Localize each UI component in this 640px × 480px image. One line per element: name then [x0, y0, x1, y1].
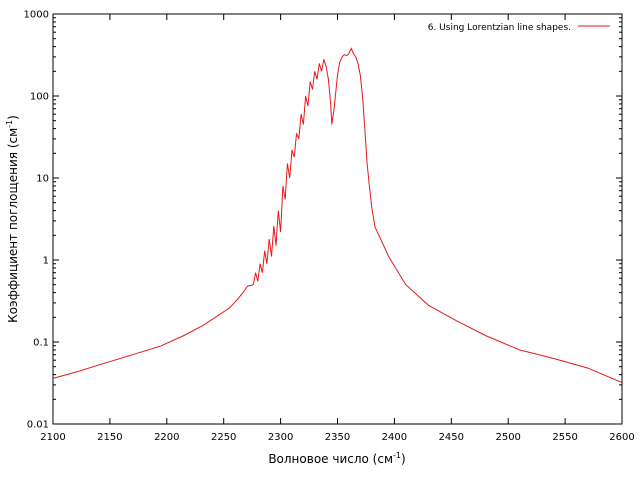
x-tick-label: 2100 — [40, 432, 65, 443]
y-axis: 0.01 0.1 1 10 100 1000 — [24, 10, 622, 431]
y-tick-label: 0.1 — [33, 338, 49, 349]
series-line — [52, 47, 623, 384]
x-tick-label: 2500 — [495, 432, 520, 443]
x-tick-label: 2350 — [325, 432, 350, 443]
x-axis-label: Волновое число (см-1) — [268, 451, 405, 466]
x-tick-label: 2150 — [97, 432, 122, 443]
x-tick-label: 2300 — [268, 432, 293, 443]
y-axis-label: Коэффициент поглощения (см-1) — [5, 115, 20, 323]
y-tick-label: 1000 — [24, 10, 49, 21]
legend-label: 6. Using Lorentzian line shapes. — [428, 23, 571, 33]
x-tick-label: 2450 — [439, 432, 464, 443]
x-tick-label: 2600 — [609, 432, 634, 443]
y-axis-label-sup: -1 — [5, 120, 14, 128]
y-tick-label: 100 — [30, 92, 49, 103]
x-axis: 2100 2150 2200 2250 2300 2350 2400 2450 2500 2550… — [40, 14, 635, 443]
x-axis-label-sup: -1 — [393, 451, 401, 460]
x-tick-label: 2550 — [552, 432, 577, 443]
y-tick-label: 1 — [43, 256, 49, 267]
y-tick-label: 0.01 — [27, 420, 49, 431]
x-tick-label: 2250 — [211, 432, 236, 443]
y-tick-label: 10 — [36, 174, 49, 185]
x-tick-label: 2200 — [154, 432, 179, 443]
legend: 6. Using Lorentzian line shapes. — [428, 23, 610, 33]
x-tick-label: 2400 — [382, 432, 407, 443]
